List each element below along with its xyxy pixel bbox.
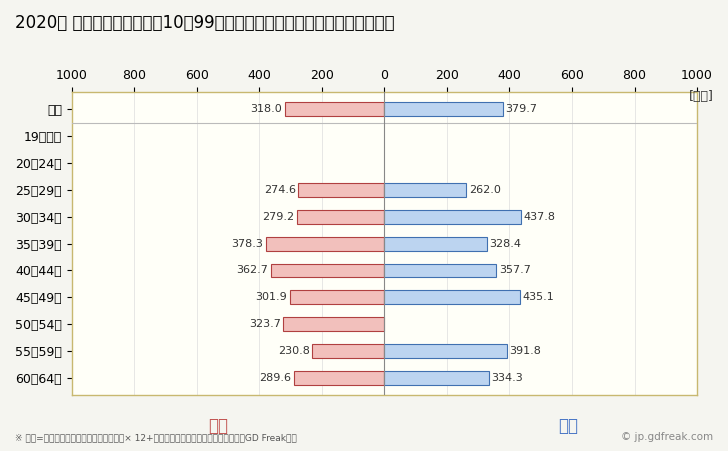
Bar	[384, 263, 496, 277]
Text: 274.6: 274.6	[264, 185, 296, 195]
Text: 男性: 男性	[558, 417, 578, 435]
Text: 279.2: 279.2	[262, 212, 295, 222]
Bar	[384, 371, 489, 385]
Bar	[384, 344, 507, 358]
Bar	[298, 183, 384, 197]
Text: 357.7: 357.7	[499, 266, 531, 276]
Text: © jp.gdfreak.com: © jp.gdfreak.com	[621, 432, 713, 442]
Text: 437.8: 437.8	[523, 212, 555, 222]
Bar	[384, 237, 487, 251]
Text: 362.7: 362.7	[237, 266, 269, 276]
Text: [万円]: [万円]	[689, 90, 713, 103]
Bar	[290, 290, 384, 304]
Bar	[297, 210, 384, 224]
Bar	[283, 317, 384, 331]
Bar	[271, 263, 384, 277]
Text: 301.9: 301.9	[256, 292, 288, 302]
Text: 378.3: 378.3	[232, 239, 264, 249]
Bar	[294, 371, 384, 385]
Text: ※ 年収=「きまって支給する現金給与額」× 12+「年間賞与その他特別給与額」としてGD Freak推計: ※ 年収=「きまって支給する現金給与額」× 12+「年間賞与その他特別給与額」と…	[15, 433, 296, 442]
Text: 318.0: 318.0	[250, 104, 282, 114]
Bar	[312, 344, 384, 358]
Text: 334.3: 334.3	[491, 373, 523, 383]
Text: 262.0: 262.0	[469, 185, 501, 195]
Text: 328.4: 328.4	[489, 239, 521, 249]
Text: 289.6: 289.6	[259, 373, 291, 383]
Bar	[384, 210, 521, 224]
Bar	[384, 183, 466, 197]
Bar	[266, 237, 384, 251]
Text: 435.1: 435.1	[523, 292, 555, 302]
Text: 女性: 女性	[208, 417, 229, 435]
Text: 379.7: 379.7	[505, 104, 537, 114]
Text: 323.7: 323.7	[249, 319, 280, 329]
Text: 230.8: 230.8	[278, 346, 309, 356]
Bar	[285, 102, 384, 116]
Bar	[384, 102, 503, 116]
Text: 2020年 民間企業（従業者数10～99人）フルタイム労働者の男女別平均年収: 2020年 民間企業（従業者数10～99人）フルタイム労働者の男女別平均年収	[15, 14, 394, 32]
Bar	[384, 290, 521, 304]
Text: 391.8: 391.8	[510, 346, 541, 356]
